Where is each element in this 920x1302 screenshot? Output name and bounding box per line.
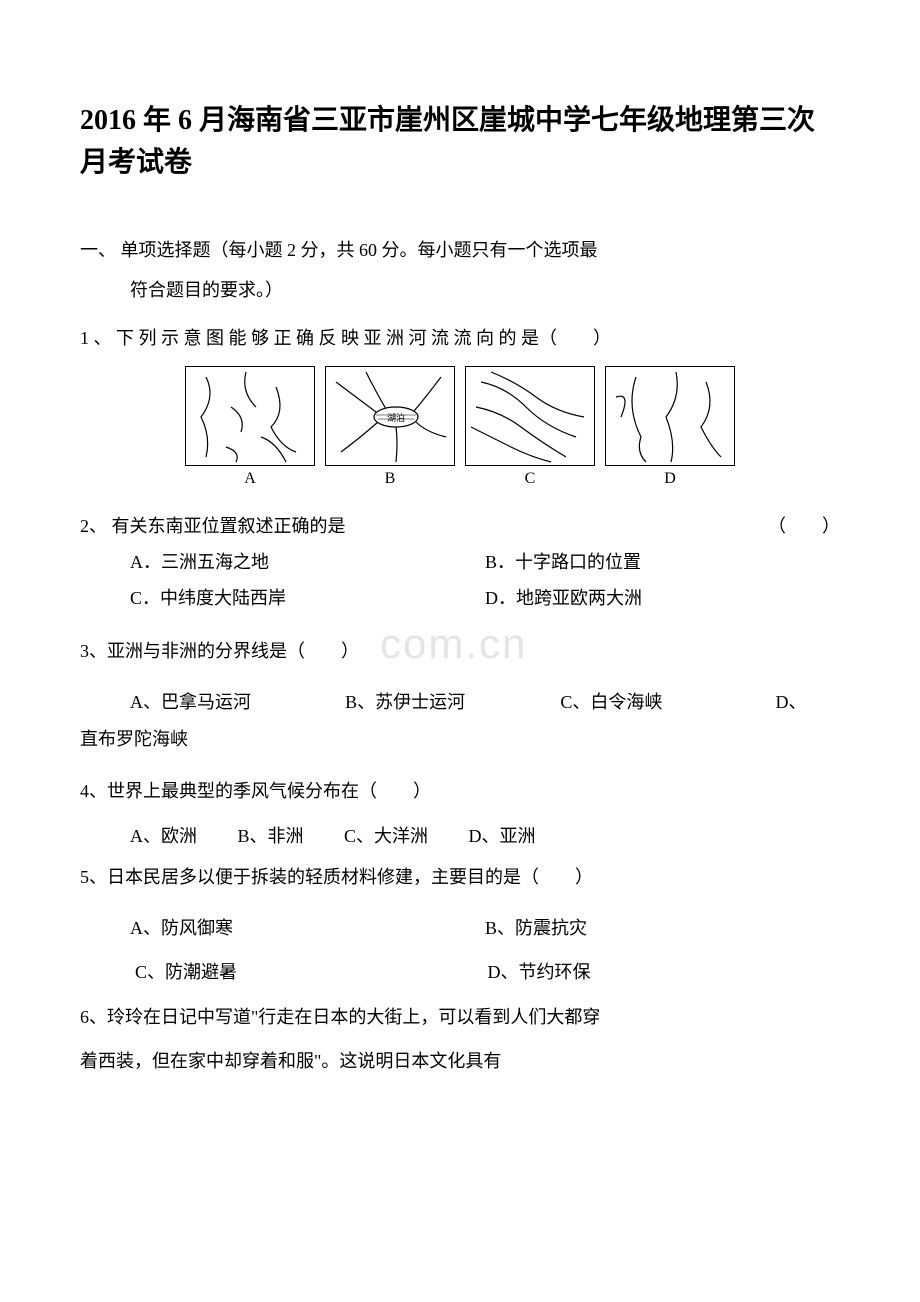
q3-opt-d: D、 — [775, 684, 840, 720]
svg-text:湖泊: 湖泊 — [387, 413, 405, 423]
q2-options-row1: A．三洲五海之地 B．十字路口的位置 — [80, 544, 840, 580]
question-3: 3、亚洲与非洲的分界线是（ ） — [80, 632, 840, 672]
diagram-b-label: B — [385, 470, 396, 488]
question-6-line2: 着西装，但在家中却穿着和服"。这说明日本文化具有 — [80, 1042, 840, 1082]
q4-opt-b: B、非洲 — [238, 826, 304, 846]
q2-opt-d: D．地跨亚欧两大洲 — [485, 580, 840, 616]
q4-opt-d: D、亚洲 — [469, 826, 536, 846]
diagram-c — [465, 366, 595, 466]
question-6-line1: 6、玲玲在日记中写道"行走在日本的大街上，可以看到人们大都穿 — [80, 998, 840, 1038]
q5-opt-c: C、防潮避暑 — [135, 954, 488, 990]
diagram-row: A 湖泊 B — [80, 366, 840, 488]
diagram-a-label: A — [244, 470, 256, 488]
exam-title: 2016 年 6 月海南省三亚市崖州区崖城中学七年级地理第三次月考试卷 — [80, 100, 840, 184]
q2-opt-a: A．三洲五海之地 — [130, 544, 485, 580]
section-label: 一、 — [80, 240, 116, 260]
question-5: 5、日本民居多以便于拆装的轻质材料修建，主要目的是（ ） — [80, 858, 840, 898]
q4-options: A、欧洲 B、非洲 C、大洋洲 D、亚洲 — [80, 815, 840, 858]
q2-options-row2: C．中纬度大陆西岸 D．地跨亚欧两大洲 — [80, 580, 840, 616]
q5-opt-d: D、节约环保 — [488, 954, 841, 990]
document-content: 2016 年 6 月海南省三亚市崖州区崖城中学七年级地理第三次月考试卷 一、 单… — [80, 100, 840, 1081]
q5-options-row2: C、防潮避暑 D、节约环保 — [80, 954, 840, 990]
diagram-c-label: C — [525, 470, 536, 488]
section-text-1: 单项选择题（每小题 2 分，共 60 分。每小题只有一个选项最 — [121, 240, 598, 260]
question-2: 2、 有关东南亚位置叙述正确的是 （ ） — [80, 508, 840, 544]
q3-opt-d-cont: 直布罗陀海峡 — [80, 720, 840, 760]
q5-opt-a: A、防风御寒 — [130, 910, 485, 946]
diagram-b-box: 湖泊 B — [325, 366, 455, 488]
section-text-2: 符合题目的要求。） — [80, 274, 840, 306]
section-one-header: 一、 单项选择题（每小题 2 分，共 60 分。每小题只有一个选项最 — [80, 234, 840, 266]
q3-opt-b: B、苏伊士运河 — [345, 684, 560, 720]
q5-opt-b: B、防震抗灾 — [485, 910, 840, 946]
q2-text: 2、 有关东南亚位置叙述正确的是 — [80, 508, 346, 544]
q2-opt-b: B．十字路口的位置 — [485, 544, 840, 580]
diagram-c-box: C — [465, 366, 595, 488]
q3-options: A、巴拿马运河 B、苏伊士运河 C、白令海峡 D、 — [80, 684, 840, 720]
q2-paren: （ ） — [768, 508, 840, 544]
q2-opt-c: C．中纬度大陆西岸 — [130, 580, 485, 616]
diagram-b: 湖泊 — [325, 366, 455, 466]
question-4: 4、世界上最典型的季风气候分布在（ ） — [80, 772, 840, 812]
q4-opt-c: C、大洋洲 — [344, 826, 428, 846]
q4-opt-a: A、欧洲 — [130, 826, 197, 846]
diagram-d-label: D — [664, 470, 676, 488]
diagram-a — [185, 366, 315, 466]
diagram-a-box: A — [185, 366, 315, 488]
diagram-d — [605, 366, 735, 466]
q3-opt-a: A、巴拿马运河 — [130, 684, 345, 720]
q5-options-row1: A、防风御寒 B、防震抗灾 — [80, 910, 840, 946]
diagram-d-box: D — [605, 366, 735, 488]
question-1: 1 、 下 列 示 意 图 能 够 正 确 反 映 亚 洲 河 流 流 向 的 … — [80, 319, 840, 359]
q3-opt-c: C、白令海峡 — [560, 684, 775, 720]
